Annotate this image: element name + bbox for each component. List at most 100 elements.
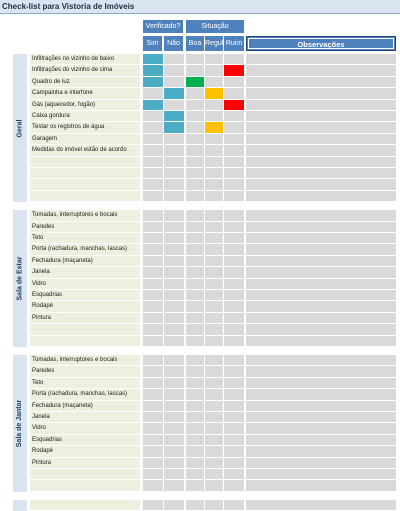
checklist-item[interactable]: Quadro de luz bbox=[30, 76, 140, 89]
observacoes-cell[interactable] bbox=[246, 301, 396, 313]
nao-cell[interactable] bbox=[164, 278, 185, 290]
nao-cell[interactable] bbox=[164, 301, 185, 313]
ruim-cell[interactable] bbox=[224, 255, 245, 268]
observacoes-cell[interactable] bbox=[246, 88, 396, 100]
nao-cell[interactable] bbox=[164, 210, 185, 222]
ruim-cell[interactable] bbox=[224, 145, 245, 157]
nao-cell[interactable] bbox=[164, 434, 185, 447]
observacoes-cell[interactable] bbox=[246, 412, 396, 424]
sim-cell[interactable] bbox=[143, 122, 164, 134]
observacoes-cell[interactable] bbox=[246, 400, 396, 412]
sim-cell[interactable] bbox=[143, 355, 164, 367]
nao-cell[interactable] bbox=[164, 469, 185, 481]
nao-cell[interactable] bbox=[164, 233, 185, 245]
observacoes-column-header[interactable]: Observações bbox=[246, 36, 396, 51]
regular-cell[interactable] bbox=[205, 190, 224, 203]
boa-cell[interactable] bbox=[186, 412, 205, 424]
regular-cell[interactable] bbox=[205, 434, 224, 447]
ruim-cell[interactable] bbox=[224, 290, 245, 302]
boa-cell[interactable] bbox=[186, 290, 205, 302]
observacoes-cell[interactable] bbox=[246, 389, 396, 401]
ruim-cell[interactable] bbox=[224, 244, 245, 256]
checklist-item[interactable]: Porta (rachadura, manchas, lascas) bbox=[30, 244, 140, 256]
observacoes-cell[interactable] bbox=[246, 244, 396, 256]
nao-cell[interactable] bbox=[164, 88, 185, 100]
ruim-cell[interactable] bbox=[224, 434, 245, 447]
observacoes-cell[interactable] bbox=[246, 290, 396, 302]
nao-cell[interactable] bbox=[164, 335, 185, 347]
observacoes-cell[interactable] bbox=[246, 499, 396, 511]
regular-cell[interactable] bbox=[205, 88, 224, 100]
observacoes-cell[interactable] bbox=[246, 355, 396, 367]
checklist-item[interactable]: Janela bbox=[30, 412, 140, 424]
sim-cell[interactable] bbox=[143, 111, 164, 123]
nao-cell[interactable] bbox=[164, 76, 185, 89]
checklist-item[interactable]: Garagem bbox=[30, 133, 140, 146]
boa-cell[interactable] bbox=[186, 255, 205, 268]
observacoes-cell[interactable] bbox=[246, 190, 396, 203]
checklist-item[interactable] bbox=[30, 179, 140, 191]
boa-cell[interactable] bbox=[186, 312, 205, 325]
regular-cell[interactable] bbox=[205, 366, 224, 378]
sim-cell[interactable] bbox=[143, 434, 164, 447]
checklist-item[interactable]: Fechadura (maçaneta) bbox=[30, 255, 140, 268]
nao-cell[interactable] bbox=[164, 457, 185, 469]
nao-cell[interactable] bbox=[164, 244, 185, 256]
sim-cell[interactable] bbox=[143, 446, 164, 458]
observacoes-cell[interactable] bbox=[246, 168, 396, 180]
regular-cell[interactable] bbox=[205, 210, 224, 222]
observacoes-cell[interactable] bbox=[246, 446, 396, 458]
checklist-item[interactable] bbox=[30, 156, 140, 168]
boa-cell[interactable] bbox=[186, 423, 205, 435]
observacoes-cell[interactable] bbox=[246, 233, 396, 245]
checklist-item[interactable]: Vidro bbox=[30, 278, 140, 290]
checklist-item[interactable]: Esquadrias bbox=[30, 434, 140, 447]
nao-cell[interactable] bbox=[164, 312, 185, 325]
boa-cell[interactable] bbox=[186, 99, 205, 111]
nao-cell[interactable] bbox=[164, 145, 185, 157]
ruim-cell[interactable] bbox=[224, 76, 245, 89]
regular-cell[interactable] bbox=[205, 301, 224, 313]
sim-cell[interactable] bbox=[143, 469, 164, 481]
regular-cell[interactable] bbox=[205, 133, 224, 146]
observacoes-cell[interactable] bbox=[246, 324, 396, 336]
nao-cell[interactable] bbox=[164, 412, 185, 424]
boa-cell[interactable] bbox=[186, 156, 205, 168]
nao-cell[interactable] bbox=[164, 221, 185, 233]
regular-cell[interactable] bbox=[205, 76, 224, 89]
nao-cell[interactable] bbox=[164, 400, 185, 412]
sim-cell[interactable] bbox=[143, 389, 164, 401]
sim-cell[interactable] bbox=[143, 54, 164, 66]
ruim-cell[interactable] bbox=[224, 221, 245, 233]
nao-cell[interactable] bbox=[164, 499, 185, 511]
observacoes-cell[interactable] bbox=[246, 267, 396, 279]
ruim-cell[interactable] bbox=[224, 377, 245, 390]
nao-cell[interactable] bbox=[164, 179, 185, 191]
checklist-item[interactable]: Paredes bbox=[30, 366, 140, 378]
boa-column-header[interactable]: Boa bbox=[186, 36, 204, 51]
nao-cell[interactable] bbox=[164, 377, 185, 390]
ruim-cell[interactable] bbox=[224, 278, 245, 290]
boa-cell[interactable] bbox=[186, 65, 205, 77]
ruim-cell[interactable] bbox=[224, 366, 245, 378]
sim-cell[interactable] bbox=[143, 168, 164, 180]
sim-cell[interactable] bbox=[143, 278, 164, 290]
ruim-cell[interactable] bbox=[224, 88, 245, 100]
sim-cell[interactable] bbox=[143, 190, 164, 203]
boa-cell[interactable] bbox=[186, 355, 205, 367]
ruim-cell[interactable] bbox=[224, 446, 245, 458]
observacoes-cell[interactable] bbox=[246, 99, 396, 111]
observacoes-cell[interactable] bbox=[246, 179, 396, 191]
observacoes-cell[interactable] bbox=[246, 255, 396, 268]
regular-cell[interactable] bbox=[205, 377, 224, 390]
sim-cell[interactable] bbox=[143, 499, 164, 511]
boa-cell[interactable] bbox=[186, 244, 205, 256]
checklist-item[interactable]: Testar os registros de água bbox=[30, 122, 140, 134]
boa-cell[interactable] bbox=[186, 88, 205, 100]
regular-cell[interactable] bbox=[205, 122, 224, 134]
checklist-item[interactable]: Medidas do imóvel estão de acordo bbox=[30, 145, 140, 157]
boa-cell[interactable] bbox=[186, 54, 205, 66]
nao-cell[interactable] bbox=[164, 355, 185, 367]
observacoes-cell[interactable] bbox=[246, 457, 396, 469]
nao-cell[interactable] bbox=[164, 156, 185, 168]
